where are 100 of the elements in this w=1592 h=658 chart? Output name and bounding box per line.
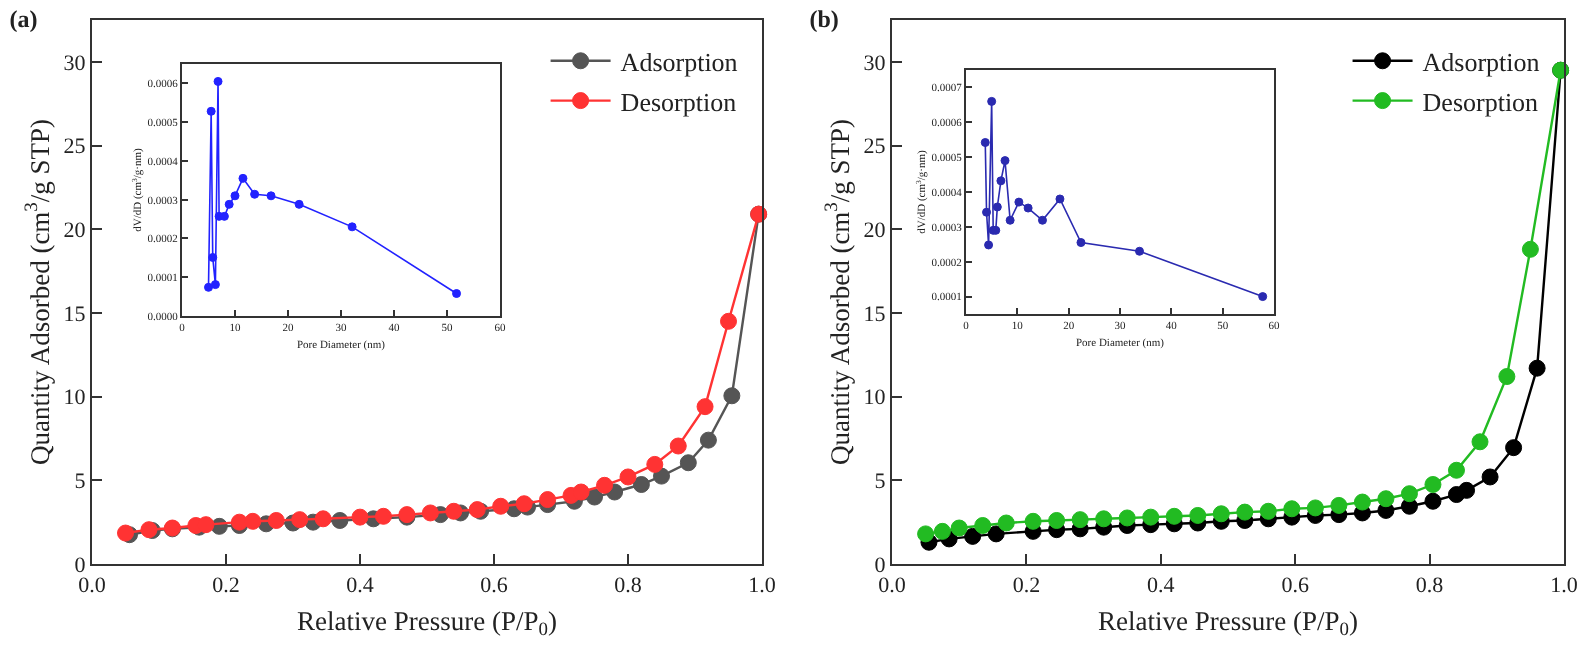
point [980,138,990,147]
x-tick-label: 0.4 [1147,574,1176,599]
point [1236,503,1254,521]
point [1481,468,1499,486]
x-tick-label: 1.0 [748,574,777,599]
point [1023,203,1033,213]
point [1014,197,1024,207]
y-tick-label: 30 [63,51,87,76]
point [723,387,741,405]
point [572,483,590,501]
point [699,431,717,449]
x-tick-label: 0.6 [480,574,509,599]
point [987,96,997,106]
point [1076,238,1086,248]
point [982,207,992,217]
point [213,76,223,86]
point [224,199,234,209]
y-tick-label: 0 [74,553,87,578]
point [1135,246,1144,256]
y-tick-label: 10 [63,386,87,411]
x-axis-title: Relative Pressure (P/P$_{0}$) [297,605,557,642]
point [996,176,1006,186]
point [1005,215,1015,225]
x-tick-label: 0.0 [878,574,907,599]
point [1118,509,1136,527]
point [204,282,213,292]
point [1377,490,1395,508]
point [679,454,697,472]
point [1095,510,1113,528]
y-tick-label: 25 [63,135,87,160]
point [632,476,650,493]
point [1259,502,1277,520]
point [266,191,276,201]
point [987,525,1005,543]
point [1055,194,1065,204]
point [208,252,218,262]
point [374,507,392,525]
point [646,455,664,473]
point [1424,492,1442,510]
x-tick-label: 0.8 [614,574,643,599]
point [347,222,357,232]
point [238,173,248,183]
y-tick-label: 30 [863,51,887,76]
point [210,280,220,290]
point [950,519,968,537]
chart-title: (a) [9,4,38,33]
point [267,511,285,529]
point [1424,476,1442,493]
point [539,491,557,509]
point [1505,439,1523,457]
point [291,511,309,529]
point [1037,215,1047,225]
y-tick-label: 20 [63,218,87,243]
x-tick-label: 0.2 [1012,574,1041,599]
point [351,508,369,526]
point [984,240,994,250]
point [206,106,216,116]
point [964,527,982,545]
legend-label: Desorption [620,86,738,117]
point [997,514,1015,532]
point [1471,433,1489,451]
point [1048,511,1066,529]
x-tick-label: 0.4 [346,574,375,599]
x-tick-label: 0.8 [1415,574,1445,599]
point [1258,292,1268,302]
point [720,312,737,330]
x-axis-title: Relative Pressure (P/P$_{0}$) [1098,605,1358,642]
point [314,510,332,528]
point [917,525,935,543]
legend-label: Adsorption [1422,46,1541,77]
y-tick-label: 10 [863,386,887,411]
point [1447,461,1465,479]
point [250,189,260,199]
point [1142,508,1160,526]
point [696,398,714,416]
y-tick-label: 20 [863,218,887,243]
point [1498,368,1516,386]
y-tick-label: 0 [874,553,887,578]
point [992,202,1002,212]
x-tick-label: 1.0 [1550,574,1579,599]
legend-label: Desorption [1422,86,1540,117]
point [1165,507,1183,525]
point [1024,512,1042,530]
legend-label: Adsorption [620,46,739,77]
point [596,476,614,494]
y-tick-label: 15 [863,302,887,327]
point [452,289,462,299]
point [421,504,439,522]
point [1283,500,1301,518]
point [230,191,240,201]
y-tick-label: 25 [863,135,887,160]
point [653,467,670,485]
point [1528,359,1546,377]
point [1353,493,1371,511]
point [1212,505,1230,523]
point [294,199,304,209]
x-tick-label: 0.0 [78,574,107,599]
chart-title: (b) [809,4,839,33]
point [669,437,687,455]
x-tick-label: 0.2 [212,574,240,599]
